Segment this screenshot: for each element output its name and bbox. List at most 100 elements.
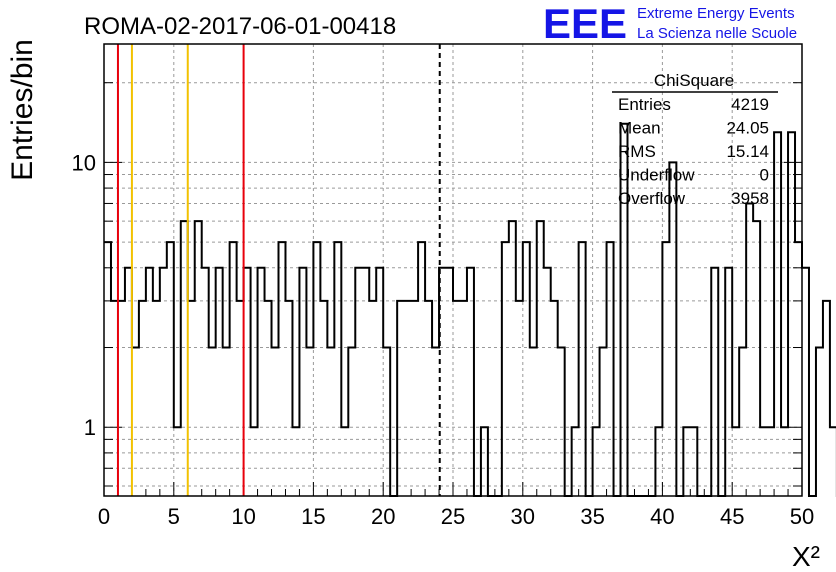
histogram-bin [118,301,125,496]
y-axis-title: Entries/bin [6,39,39,181]
histogram-bin [404,301,411,496]
x-axis-title: X² [792,541,820,572]
histogram-bin [830,427,836,496]
histogram-bin [306,348,313,496]
histogram-bin [579,242,586,496]
histogram-bin [334,242,341,496]
histogram-bin [607,242,614,496]
stats-title: ChiSquare [654,71,734,90]
histogram-bin [453,301,460,496]
histogram-bin [223,348,230,496]
histogram-bin [662,242,669,496]
histogram-bin [279,242,286,496]
stats-label: Mean [618,119,661,138]
plot-frame [103,43,803,497]
stats-label: Underflow [618,166,695,185]
x-tick-label: 10 [231,504,255,529]
histogram-step-line [104,122,836,497]
x-tick-label: 0 [98,504,110,529]
histogram-bin [537,221,544,496]
stats-label: Overflow [618,189,686,208]
x-tick-label: 20 [371,504,395,529]
histogram-bin [320,301,327,496]
histogram-bin [516,301,523,496]
histogram-bin [125,268,132,496]
histogram-bin [418,242,425,496]
histogram-bin [376,268,383,496]
histogram-bin [753,221,760,496]
histogram-bin [467,268,474,496]
histogram-bin [160,268,167,496]
stats-value: 0 [760,166,769,185]
histogram-bin [244,268,251,496]
histogram-bin [348,348,355,496]
histogram-bin [432,348,439,496]
histogram-bin [823,301,830,496]
stats-rows: Entries 4219 Mean 24.05 RMS 15.14 Underflow 0 Ov… [618,95,769,208]
histogram-bin [362,268,369,496]
histogram-bin [509,221,516,496]
histogram-bin [369,301,376,496]
x-tick-label: 30 [511,504,535,529]
histogram-bin [502,242,509,496]
x-tick-label: 45 [720,504,744,529]
x-tick-label: 50 [790,504,814,529]
histogram-bin [600,348,607,496]
reference-lines [116,44,441,496]
y-tick-label: 10 [72,150,96,175]
histogram-bin [725,268,732,496]
stats-box: ChiSquare Entries 4219 Mean 24.05 RMS 15.14 Un… [612,71,778,208]
histogram-bin [795,242,802,496]
histogram-bin [327,348,334,496]
x-tick-label: 25 [441,504,465,529]
stats-value: 3958 [731,189,769,208]
histogram-bin [209,348,216,496]
histogram-bin [153,301,160,496]
histogram-bin [523,242,530,496]
eee-logo-text: EEE [543,0,627,47]
histogram-bin [788,132,795,496]
histogram-bin [202,268,209,496]
y-tick-label: 1 [84,415,96,440]
histogram-bin [313,242,320,496]
stats-label: Entries [618,95,671,114]
stats-value: 4219 [731,95,769,114]
histogram-bin [544,268,551,496]
x-tick-label: 5 [168,504,180,529]
histogram-bin [188,301,195,496]
histogram-bin [139,301,146,496]
histogram-bin [355,268,362,496]
histogram-bin [669,162,676,496]
eee-logo: EEE Extreme Energy Events La Scienza nel… [543,0,797,47]
histogram-bin [181,221,188,496]
histogram-bin [146,268,153,496]
histogram-bin [258,268,265,496]
histogram-bin [383,348,390,496]
histogram-bin [265,301,272,496]
histogram-bin [111,301,118,496]
histogram-bin [237,301,244,496]
histogram-bin [132,348,139,496]
histogram-bin [216,268,223,496]
histogram-bin [446,268,453,496]
histogram-bin [299,268,306,496]
x-tick-label: 35 [580,504,604,529]
histogram-bin [551,301,558,496]
logo-line-2: La Scienza nelle Scuole [637,25,797,42]
stats-value: 24.05 [726,119,769,138]
histogram-bin [195,221,202,496]
stats-label: RMS [618,142,656,161]
logo-line-1: Extreme Energy Events [637,5,795,22]
histogram-bin [746,203,753,496]
x-tick-label: 15 [301,504,325,529]
run-title: ROMA-02-2017-06-01-00418 [84,13,396,40]
histogram-bin [460,301,467,496]
histogram-bin [397,301,404,496]
histogram-bin [167,242,174,496]
histogram-bin [558,348,565,496]
histogram-bin [230,242,237,496]
stats-value: 15.14 [726,142,769,161]
histogram-bin [711,268,718,496]
histogram-bin [411,301,418,496]
